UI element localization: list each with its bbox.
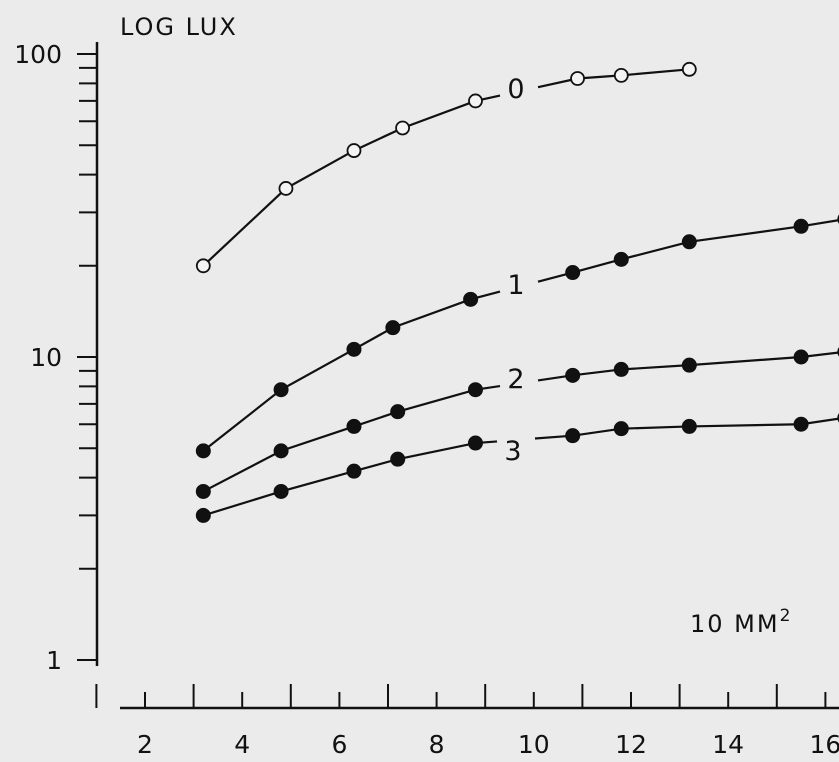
data-point — [273, 443, 289, 459]
data-point — [681, 234, 697, 250]
data-point — [613, 421, 629, 437]
data-point — [346, 341, 362, 357]
data-point — [395, 120, 410, 136]
series-label: 0 — [507, 74, 524, 105]
data-point — [793, 218, 809, 234]
x-axis: 2 4 6 8 10 12 14 16 — [95, 684, 839, 759]
y-tick-label: 10 — [30, 343, 62, 372]
series-3: 3 — [195, 413, 839, 523]
x-tick-label: 10 — [518, 730, 550, 759]
data-point — [613, 251, 629, 267]
series-label: 2 — [507, 364, 524, 395]
data-point — [346, 463, 362, 479]
series-2: 2 — [195, 347, 839, 499]
data-point — [463, 291, 479, 307]
series-line — [537, 68, 690, 89]
data-point — [467, 435, 483, 451]
data-point — [390, 404, 406, 420]
y-tick-label: 100 — [14, 40, 62, 69]
data-point — [613, 361, 629, 377]
series-label: 1 — [507, 270, 524, 301]
data-point — [195, 483, 211, 499]
data-point — [195, 258, 211, 274]
data-point — [195, 443, 211, 459]
data-point — [278, 181, 294, 196]
series-0: 0 — [195, 61, 697, 274]
x-tick-label: 2 — [137, 730, 153, 759]
x-tick-label: 16 — [809, 730, 839, 759]
data-point — [681, 357, 697, 373]
x-tick-label: 8 — [429, 730, 445, 759]
data-point — [565, 367, 581, 383]
data-point — [565, 265, 581, 281]
data-point — [565, 428, 581, 444]
data-point — [681, 61, 697, 77]
data-point — [681, 418, 697, 434]
x-tick-label: 14 — [712, 730, 744, 759]
y-tick-label: 1 — [46, 646, 62, 675]
series-label: 3 — [504, 436, 521, 467]
data-point — [793, 349, 809, 365]
data-point — [273, 382, 289, 398]
y-axis: 100 10 1 — [14, 40, 99, 675]
data-point — [385, 320, 401, 336]
data-point — [346, 418, 362, 434]
x-tick-label: 12 — [615, 730, 647, 759]
data-point — [390, 451, 406, 467]
data-point — [793, 416, 809, 432]
data-point — [570, 71, 585, 86]
y-axis-label: LOG LUX — [120, 13, 238, 41]
data-point — [613, 67, 629, 83]
x-tick-label: 4 — [234, 730, 250, 759]
x-axis-label: 10 MM2 — [690, 606, 792, 638]
data-point — [467, 382, 483, 398]
data-point — [195, 507, 211, 523]
series-1: 1 — [195, 214, 839, 459]
data-point — [346, 143, 362, 158]
x-tick-label: 6 — [331, 730, 347, 759]
series-layer: 0 1 2 3 — [195, 61, 839, 523]
data-point — [273, 483, 289, 499]
data-point — [468, 93, 483, 109]
